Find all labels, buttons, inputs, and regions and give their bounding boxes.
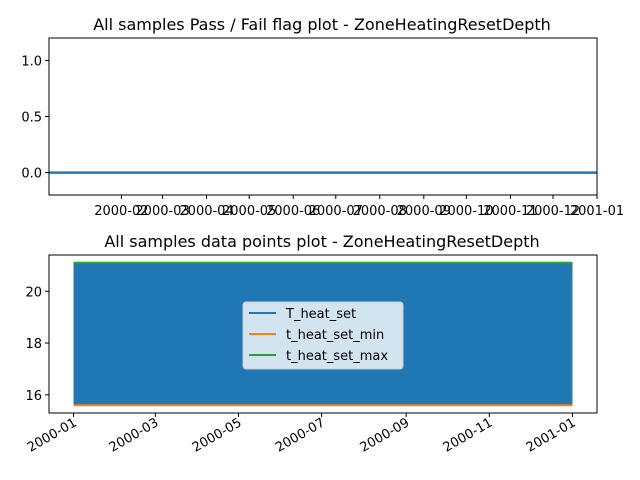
data-points-axes-frame: [48, 254, 598, 414]
data-points-chart: All samples data points plot - ZoneHeati…: [25, 232, 598, 456]
x-tick-label: 2001-01: [524, 415, 579, 455]
legend-label: t_heat_set_max: [286, 349, 388, 364]
data-points-chart-title: All samples data points plot - ZoneHeati…: [104, 232, 539, 251]
x-tick-label: 2000-04: [179, 204, 233, 219]
pass-fail-y-axis: 0.0 0.5 1.0: [21, 54, 49, 182]
pass-fail-chart-title: All samples Pass / Fail flag plot - Zone…: [93, 15, 551, 34]
x-tick-label: 2000-01: [25, 415, 80, 455]
x-tick-label: 2000-02: [94, 204, 148, 219]
legend: T_heat_set t_heat_set_min t_heat_set_max: [242, 301, 404, 370]
y-tick-label: 18: [25, 337, 42, 352]
x-tick-label: 2000-03: [107, 415, 162, 455]
x-tick-label: 2000-05: [190, 415, 245, 455]
y-tick-label: 0.0: [21, 167, 42, 182]
x-tick-label: 2000-05: [222, 204, 276, 219]
x-tick-label: 2000-11: [441, 415, 496, 455]
x-tick-label: 2000-07: [273, 415, 328, 455]
x-tick-label: 2000-09: [358, 415, 413, 455]
pass-fail-x-axis: 2000-022000-032000-042000-052000-062000-…: [94, 195, 624, 219]
x-tick-label: 2000-08: [353, 204, 407, 219]
x-tick-label: 2000-10: [439, 204, 493, 219]
data-points-y-axis: 16 18 20: [25, 285, 49, 404]
x-tick-label: 2000-03: [135, 204, 189, 219]
x-tick-label: 2000-11: [483, 204, 537, 219]
y-tick-label: 16: [25, 389, 42, 404]
x-tick-label: 2000-06: [266, 204, 320, 219]
y-tick-label: 1.0: [21, 54, 42, 69]
x-tick-label: 2000-12: [526, 204, 580, 219]
legend-label: T_heat_set: [285, 307, 356, 322]
y-tick-label: 20: [25, 285, 42, 300]
pass-fail-chart: All samples Pass / Fail flag plot - Zone…: [21, 15, 624, 219]
legend-label: t_heat_set_min: [286, 328, 384, 343]
legend-box: [242, 301, 404, 370]
data-points-x-axis: 2000-01 2000-03 2000-05 2000-07 2000-09 2000-…: [25, 413, 578, 456]
x-tick-label: 2000-09: [397, 204, 451, 219]
y-tick-label: 0.5: [21, 111, 42, 126]
x-tick-label: 2000-07: [309, 204, 363, 219]
x-tick-label: 2001-01: [570, 204, 624, 219]
